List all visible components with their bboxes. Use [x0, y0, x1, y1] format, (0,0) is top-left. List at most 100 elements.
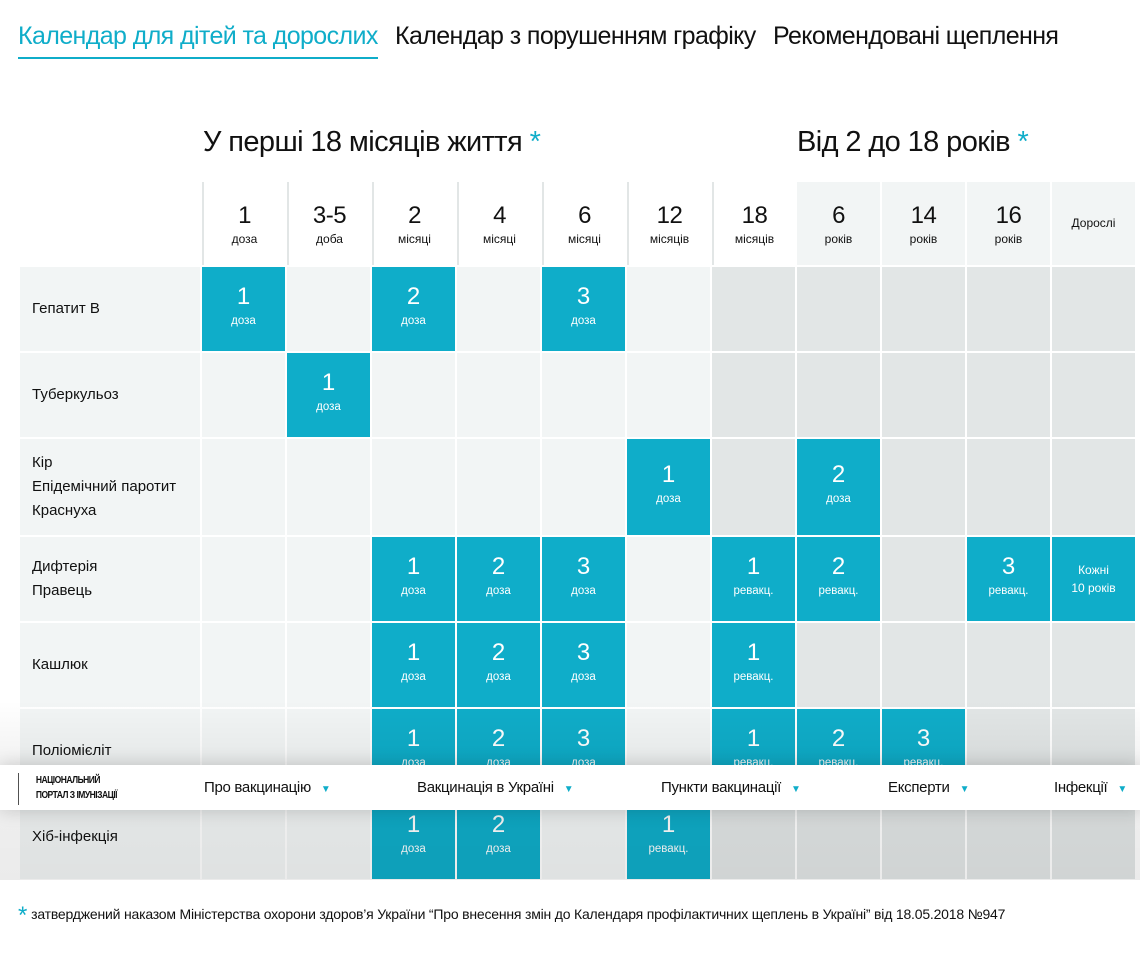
tab-children-adults[interactable]: Календар для дітей та дорослих: [18, 22, 378, 59]
disease-name: Кашлюк: [32, 656, 88, 673]
asterisk-icon: *: [1017, 126, 1029, 158]
empty-cell: [712, 353, 795, 437]
empty-cell: [1052, 439, 1135, 535]
empty-cell: [542, 439, 625, 535]
disease-name: Дифтерія: [32, 558, 98, 575]
site-navbar: НАЦІОНАЛЬНИЙ ПОРТАЛ З ІМУНІЗАЦІЇ Про вакц…: [0, 765, 1140, 810]
column-header-unit: місяці: [398, 232, 431, 246]
caret-down-icon: ▼: [791, 784, 801, 795]
dose-number: 2: [831, 553, 846, 580]
dose-note: 10 років: [1071, 581, 1116, 595]
empty-cell: [202, 353, 285, 437]
tab-broken-schedule[interactable]: Календар з порушенням графіку: [395, 22, 756, 50]
dose-number: 3: [916, 725, 931, 752]
empty-cell: [967, 623, 1050, 707]
section-title-text: У перші 18 місяців життя: [203, 126, 523, 158]
dose-cell: 2 доза: [457, 537, 540, 621]
dose-unit: доза: [401, 843, 426, 855]
column-header-unit: місяці: [483, 232, 516, 246]
column-header: 6 місяці: [542, 182, 625, 265]
dose-unit: ревакц.: [648, 843, 689, 855]
portal-logo[interactable]: НАЦІОНАЛЬНИЙ ПОРТАЛ З ІМУНІЗАЦІЇ: [18, 773, 117, 805]
empty-cell: [797, 623, 880, 707]
dose-unit: ревакц.: [733, 585, 774, 597]
column-header-number: 18: [741, 202, 768, 229]
dose-cell: 1 доза: [627, 439, 710, 535]
dose-number: 1: [406, 811, 421, 838]
asterisk-icon: *: [529, 126, 541, 158]
nav-vaccination-points[interactable]: Пункти вакцинації ▼: [661, 779, 801, 796]
empty-cell: [202, 439, 285, 535]
disease-name: Гепатит В: [32, 300, 100, 317]
empty-cell: [627, 623, 710, 707]
caret-down-icon: ▼: [1117, 784, 1127, 795]
dose-unit: доза: [486, 585, 511, 597]
dose-number: 2: [491, 639, 506, 666]
empty-cell: [457, 267, 540, 351]
caret-down-icon: ▼: [320, 784, 331, 795]
column-header-number: 6: [578, 202, 591, 229]
empty-cell: [542, 353, 625, 437]
nav-label: Інфекції: [1054, 779, 1108, 796]
disease-name: Епідемічний паротит: [32, 478, 177, 495]
empty-cell: [712, 267, 795, 351]
nav-vaccination-ukraine[interactable]: Вакцинація в Україні ▼: [417, 779, 574, 796]
empty-cell: [627, 353, 710, 437]
dose-number: 1: [746, 553, 761, 580]
empty-cell: [287, 623, 370, 707]
row-label-cell: Кашлюк: [20, 623, 200, 707]
column-header: 1 доза: [202, 182, 285, 265]
empty-cell: [1052, 267, 1135, 351]
section-title-text: Від 2 до 18 років: [797, 126, 1011, 158]
disease-name: Туберкульоз: [32, 386, 119, 403]
nav-label: Вакцинація в Україні: [417, 779, 554, 796]
disease-name: Поліомієліт: [32, 742, 112, 759]
empty-cell: [797, 267, 880, 351]
column-header-number: 4: [493, 202, 506, 229]
dose-cell: 3 доза: [542, 623, 625, 707]
column-header-number: 6: [832, 202, 845, 229]
dose-unit: доза: [486, 671, 511, 683]
dose-unit: ревакц.: [818, 585, 859, 597]
row-label-cell: Дифтерія Правець: [20, 537, 200, 621]
column-header: 2 місяці: [372, 182, 455, 265]
empty-cell: [882, 353, 965, 437]
column-header-unit: місяці: [568, 232, 601, 246]
dose-number: 1: [746, 639, 761, 666]
dose-unit: доза: [401, 315, 426, 327]
nav-experts[interactable]: Експерти ▼: [888, 779, 969, 796]
dose-number: 2: [491, 811, 506, 838]
asterisk-icon: *: [18, 902, 28, 929]
empty-cell: [372, 353, 455, 437]
disease-name: Правець: [32, 582, 93, 599]
empty-cell: [882, 537, 965, 621]
empty-cell: [882, 267, 965, 351]
dose-number: 1: [661, 811, 676, 838]
column-header: 18 місяців: [712, 182, 795, 265]
logo-line: НАЦІОНАЛЬНИЙ: [35, 775, 101, 786]
dose-unit: ревакц.: [988, 585, 1029, 597]
tab-recommended[interactable]: Рекомендовані щеплення: [773, 22, 1059, 50]
section-title-2-18-years: Від 2 до 18 років *: [797, 126, 1029, 159]
dose-number: 1: [321, 369, 336, 396]
dose-cell: 1 доза: [287, 353, 370, 437]
empty-cell: [287, 267, 370, 351]
dose-number: 2: [831, 461, 846, 488]
column-header: 12 місяців: [627, 182, 710, 265]
dose-cell: Кожні 10 років: [1052, 537, 1135, 621]
dose-unit: доза: [571, 315, 596, 327]
dose-unit: доза: [656, 493, 681, 505]
dose-number: 2: [491, 725, 506, 752]
footnote-text: затверджений наказом Міністерства охорон…: [31, 906, 1006, 922]
empty-cell: [882, 439, 965, 535]
dose-note: Кожні: [1078, 563, 1109, 577]
nav-about-vaccination[interactable]: Про вакцинацію ▼: [204, 779, 331, 796]
row-label-cell: Кір Епідемічний паротит Краснуха: [20, 439, 200, 535]
dose-number: 1: [406, 725, 421, 752]
disease-name: Хіб-інфекція: [32, 828, 118, 845]
dose-cell: 1 доза: [202, 267, 285, 351]
nav-infections[interactable]: Інфекції ▼: [1054, 779, 1127, 796]
logo-line: ПОРТАЛ З ІМУНІЗАЦІЇ: [35, 790, 118, 801]
column-header-unit: місяців: [734, 232, 775, 246]
dose-number: 3: [576, 639, 591, 666]
